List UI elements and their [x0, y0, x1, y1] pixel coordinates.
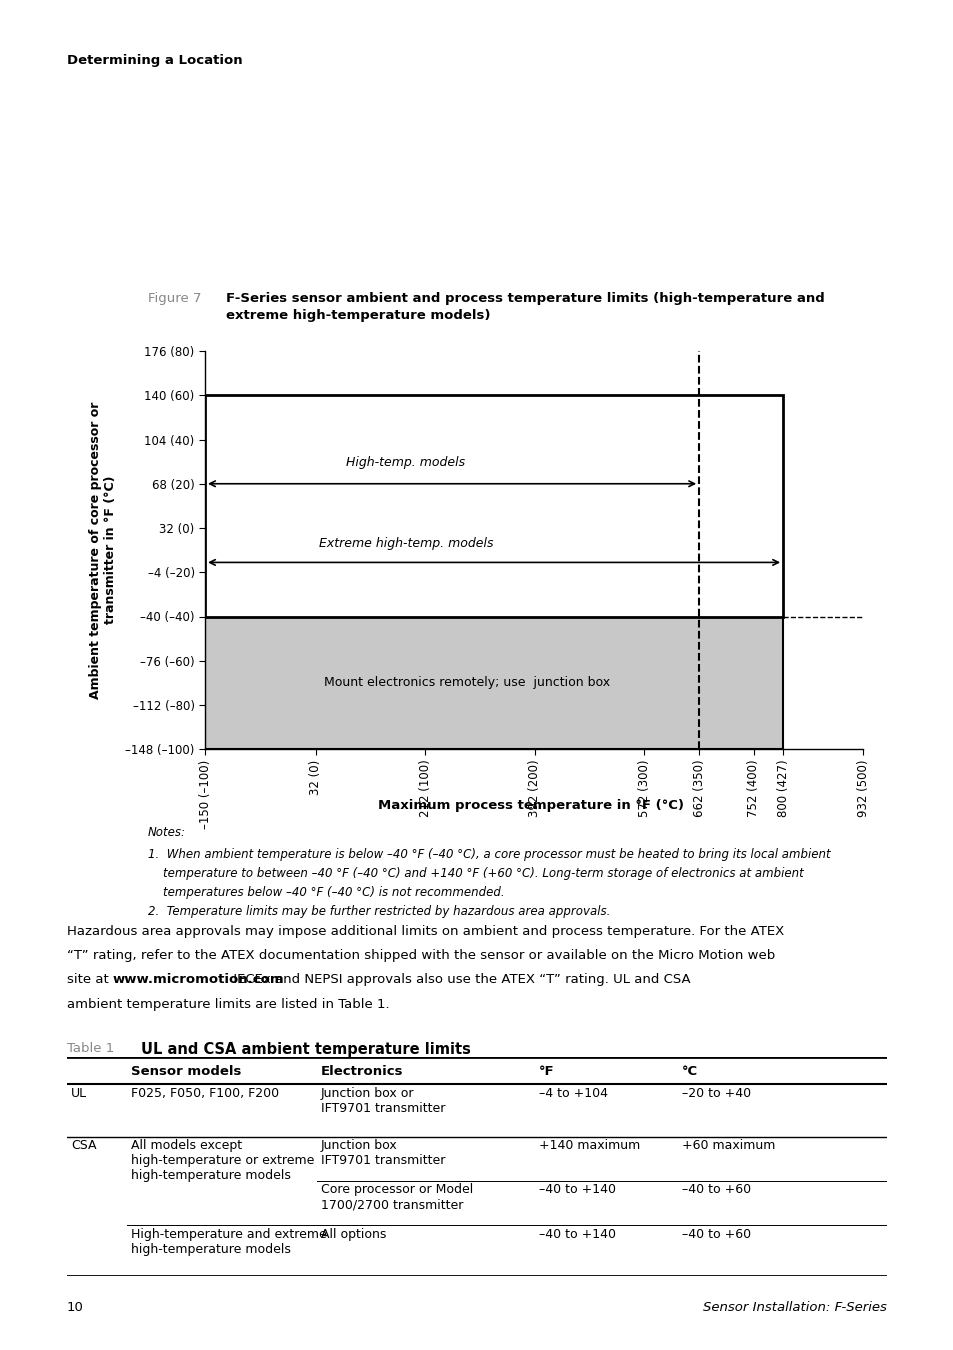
Text: Table 1: Table 1: [67, 1042, 114, 1056]
Text: Hazardous area approvals may impose additional limits on ambient and process tem: Hazardous area approvals may impose addi…: [67, 925, 783, 938]
Text: Determining a Location: Determining a Location: [67, 54, 242, 68]
Text: °F: °F: [537, 1065, 554, 1077]
Text: –40 to +60: –40 to +60: [681, 1183, 750, 1196]
Text: UL and CSA ambient temperature limits: UL and CSA ambient temperature limits: [141, 1042, 471, 1057]
Text: Notes:: Notes:: [148, 826, 186, 840]
Text: Sensor Installation: F-Series: Sensor Installation: F-Series: [702, 1301, 886, 1315]
Text: site at: site at: [67, 973, 112, 987]
Text: High-temperature and extreme
high-temperature models: High-temperature and extreme high-temper…: [131, 1228, 326, 1256]
Text: 1.  When ambient temperature is below –40 °F (–40 °C), a core processor must be : 1. When ambient temperature is below –40…: [148, 848, 830, 861]
Text: –4 to +104: –4 to +104: [537, 1087, 607, 1100]
Text: Maximum process temperature in °F (°C): Maximum process temperature in °F (°C): [378, 799, 683, 813]
Text: Figure 7: Figure 7: [148, 292, 201, 305]
Text: F025, F050, F100, F200: F025, F050, F100, F200: [131, 1087, 278, 1100]
Text: extreme high-temperature models): extreme high-temperature models): [226, 309, 490, 323]
Text: Junction box
IFT9701 transmitter: Junction box IFT9701 transmitter: [321, 1139, 445, 1168]
Text: Core processor or Model
1700/2700 transmitter: Core processor or Model 1700/2700 transm…: [321, 1183, 473, 1211]
Text: Electronics: Electronics: [321, 1065, 403, 1077]
Text: Mount electronics remotely; use  junction box: Mount electronics remotely; use junction…: [323, 676, 609, 690]
Text: temperature to between –40 °F (–40 °C) and +140 °F (+60 °C). Long-term storage o: temperature to between –40 °F (–40 °C) a…: [148, 867, 802, 880]
Text: “T” rating, refer to the ATEX documentation shipped with the sensor or available: “T” rating, refer to the ATEX documentat…: [67, 949, 774, 963]
Text: Extreme high-temp. models: Extreme high-temp. models: [318, 537, 493, 551]
Text: ambient temperature limits are listed in Table 1.: ambient temperature limits are listed in…: [67, 998, 389, 1011]
Text: 10: 10: [67, 1301, 84, 1315]
Text: –20 to +40: –20 to +40: [681, 1087, 750, 1100]
Text: –40 to +140: –40 to +140: [537, 1228, 615, 1241]
Text: Sensor models: Sensor models: [131, 1065, 241, 1077]
Text: CSA: CSA: [71, 1139, 96, 1153]
Bar: [205, 396, 782, 617]
Text: +60 maximum: +60 maximum: [681, 1139, 775, 1153]
Text: All models except
high-temperature or extreme
high-temperature models: All models except high-temperature or ex…: [131, 1139, 314, 1183]
Text: High-temp. models: High-temp. models: [346, 456, 465, 468]
Text: –40 to +60: –40 to +60: [681, 1228, 750, 1241]
Text: . IECEx and NEPSI approvals also use the ATEX “T” rating. UL and CSA: . IECEx and NEPSI approvals also use the…: [225, 973, 690, 987]
Text: F-Series sensor ambient and process temperature limits (high-temperature and: F-Series sensor ambient and process temp…: [226, 292, 824, 305]
Bar: [205, 617, 782, 749]
Text: +140 maximum: +140 maximum: [537, 1139, 639, 1153]
Text: All options: All options: [321, 1228, 386, 1241]
Text: 2.  Temperature limits may be further restricted by hazardous area approvals.: 2. Temperature limits may be further res…: [148, 904, 610, 918]
Text: www.micromotion.com: www.micromotion.com: [112, 973, 284, 987]
Text: Junction box or
IFT9701 transmitter: Junction box or IFT9701 transmitter: [321, 1087, 445, 1115]
Text: –40 to +140: –40 to +140: [537, 1183, 615, 1196]
Text: temperatures below –40 °F (–40 °C) is not recommended.: temperatures below –40 °F (–40 °C) is no…: [148, 886, 504, 899]
Text: UL: UL: [71, 1087, 87, 1100]
Text: °C: °C: [681, 1065, 698, 1077]
Y-axis label: Ambient temperature of core processor or
transmitter in °F (°C): Ambient temperature of core processor or…: [89, 401, 117, 699]
